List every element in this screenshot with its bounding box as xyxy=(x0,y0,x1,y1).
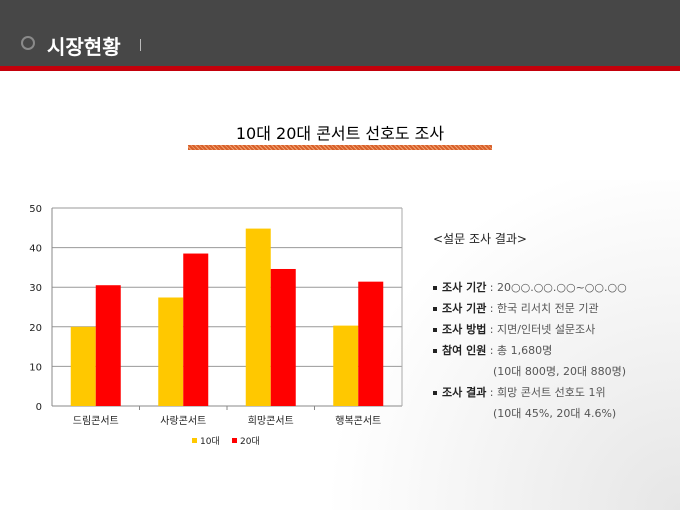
info-item: 조사 기간 : 20○○.○○.○○~○○.○○ xyxy=(433,277,627,298)
x-tick-label: 행복콘서트 xyxy=(335,415,381,427)
bar-20s xyxy=(95,285,121,406)
y-tick-label: 10 xyxy=(29,362,42,373)
info-item: 조사 방법 : 지면/인터넷 설문조사 xyxy=(433,319,627,340)
info-value: : 총 1,680명 xyxy=(486,344,553,357)
y-tick-label: 20 xyxy=(29,323,42,334)
x-tick-label: 희망콘서트 xyxy=(248,415,294,427)
section-title: 시장현황 xyxy=(47,35,121,59)
info-label: 조사 결과 xyxy=(442,386,487,399)
legend-swatch xyxy=(192,438,197,443)
title-separator xyxy=(140,39,141,51)
square-bullet-icon xyxy=(433,328,437,332)
info-value: : 지면/인터넷 설문조사 xyxy=(486,323,596,336)
info-subvalue: (10대 800명, 20대 880명) xyxy=(493,365,627,378)
square-bullet-icon xyxy=(433,307,437,311)
info-label: 참여 인원 xyxy=(442,344,487,357)
title-underline xyxy=(188,145,492,150)
legend-swatch xyxy=(232,438,237,443)
x-tick-label: 드림콘서트 xyxy=(73,415,119,427)
bar-20s xyxy=(358,281,384,406)
info-item: 참여 인원 : 총 1,680명 xyxy=(433,340,627,361)
bar-20s xyxy=(270,268,296,406)
info-value: : 한국 리서치 전문 기관 xyxy=(486,302,599,315)
y-tick-label: 30 xyxy=(29,283,42,294)
y-tick-label: 0 xyxy=(36,402,42,413)
square-bullet-icon xyxy=(433,286,437,290)
header-divider xyxy=(0,66,680,71)
legend-label: 20대 xyxy=(240,436,260,447)
x-tick-label: 사랑콘서트 xyxy=(160,415,206,427)
bar-chart: 0 10 20 30 40 50 드림콘서트 사랑콘서트 희망콘서트 행복콘서트 10대 20대 xyxy=(29,204,403,447)
info-label: 조사 기간 xyxy=(442,281,487,294)
info-label: 조사 기관 xyxy=(442,302,487,315)
y-tick-label: 40 xyxy=(29,244,42,255)
legend-label: 10대 xyxy=(200,436,220,447)
page-title: 10대 20대 콘서트 선호도 조사 xyxy=(235,124,445,143)
bar-10s xyxy=(333,325,359,406)
square-bullet-icon xyxy=(433,349,437,353)
circle-bullet-icon xyxy=(21,36,35,50)
info-subvalue: (10대 45%, 20대 4.6%) xyxy=(493,407,617,420)
info-heading: <설문 조사 결과> xyxy=(433,232,527,246)
bar-10s xyxy=(70,326,96,406)
info-value: : 희망 콘서트 선호도 1위 xyxy=(486,386,606,399)
info-item: 조사 기관 : 한국 리서치 전문 기관 xyxy=(433,298,627,319)
bar-10s xyxy=(245,228,271,406)
bar-20s xyxy=(183,253,209,406)
bar-10s xyxy=(158,297,184,406)
y-tick-label: 50 xyxy=(29,204,42,215)
square-bullet-icon xyxy=(433,391,437,395)
header-bar xyxy=(0,0,680,66)
info-label: 조사 방법 xyxy=(442,323,487,336)
info-value: : 20○○.○○.○○~○○.○○ xyxy=(486,281,627,294)
info-item: 조사 결과 : 희망 콘서트 선호도 1위 xyxy=(433,382,627,403)
survey-info: <설문 조사 결과> 조사 기간 : 20○○.○○.○○~○○.○○ 조사 기관… xyxy=(433,230,627,424)
